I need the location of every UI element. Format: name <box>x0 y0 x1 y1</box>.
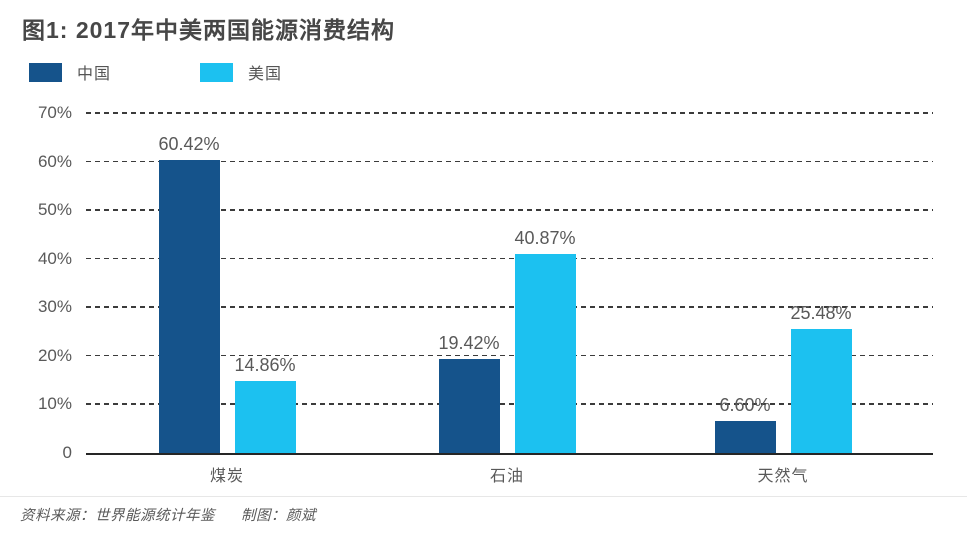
bar-usa-coal <box>234 380 296 453</box>
y-axis-tick-label: 20% <box>37 345 72 365</box>
bar-china-coal <box>158 159 220 453</box>
y-axis-tick-label: 50% <box>37 200 72 220</box>
y-axis-tick-label: 10% <box>37 394 72 414</box>
y-axis-tick-label: 40% <box>37 248 72 268</box>
x-axis-line <box>86 453 933 455</box>
value-label-china-coal: 60.42% <box>158 133 220 154</box>
value-label-china-oil: 19.42% <box>438 332 500 353</box>
category-label-coal: 煤炭 <box>209 468 244 485</box>
legend-item-china: 中国 <box>29 60 111 84</box>
legend-item-usa: 美国 <box>200 60 282 84</box>
value-label-usa-gas: 25.48% <box>790 303 852 324</box>
bar-usa-oil <box>514 254 576 453</box>
y-axis-tick-label: 60% <box>37 151 72 171</box>
gridline-30% <box>86 306 933 308</box>
gridline-50% <box>86 209 933 211</box>
value-label-china-gas: 6.60% <box>719 394 771 415</box>
bar-china-gas <box>714 420 776 453</box>
source-note: 资料来源：世界能源统计年鉴 <box>20 508 215 524</box>
value-label-usa-oil: 40.87% <box>514 228 576 249</box>
footer: 资料来源：世界能源统计年鉴 制图：颜斌 <box>20 504 316 525</box>
gridline-60% <box>86 160 933 163</box>
bar-china-oil <box>438 358 500 453</box>
legend-label-china: 中国 <box>77 66 112 83</box>
legend-swatch-china <box>29 62 62 82</box>
footer-divider <box>0 496 967 497</box>
gridline-40% <box>86 257 933 260</box>
credit-note: 制图：颜斌 <box>241 508 316 524</box>
y-axis-tick-label: 30% <box>37 297 72 317</box>
y-axis-tick-label: 0 <box>62 443 72 462</box>
y-axis-tick-label: 70% <box>37 103 72 122</box>
legend-label-usa: 美国 <box>248 66 283 83</box>
chart-title: 图1: 2017年中美两国能源消费结构 <box>22 17 396 43</box>
legend-swatch-usa <box>200 62 233 82</box>
bar-usa-gas <box>790 329 852 453</box>
gridline-70% <box>86 112 933 114</box>
category-label-gas: 天然气 <box>757 468 809 485</box>
gridline-20% <box>86 354 933 357</box>
category-label-oil: 石油 <box>489 468 524 485</box>
gridline-10% <box>86 403 933 405</box>
value-label-usa-coal: 14.86% <box>234 354 296 375</box>
